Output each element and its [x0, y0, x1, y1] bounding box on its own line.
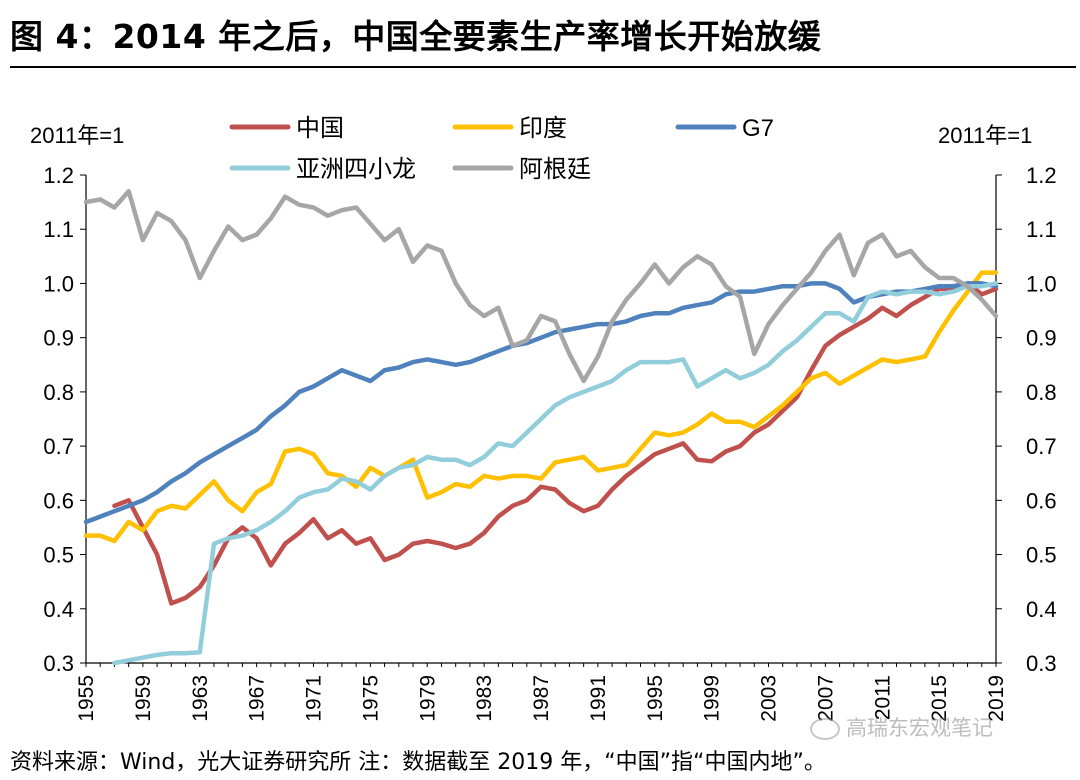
watermark: 高瑞东宏观笔记: [810, 712, 993, 742]
legend-label: 亚洲四小龙: [296, 156, 416, 183]
x-tick-label: 1991: [587, 675, 610, 722]
series-line: [112, 281, 999, 606]
right-y-tick-label: 1.2: [1026, 163, 1057, 188]
right-y-tick-label: 1.0: [1026, 271, 1057, 296]
title-rule: [10, 66, 1076, 68]
left-y-tick-label: 0.3: [43, 651, 74, 676]
legend-item: 亚洲四小龙: [229, 156, 416, 183]
x-tick-label: 2011: [871, 675, 894, 720]
left-y-tick-label: 0.6: [43, 488, 74, 513]
left-y-tick-label: 0.5: [43, 543, 74, 568]
figure-title: 图 4：2014 年之后，中国全要素生产率增长开始放缓: [10, 17, 822, 56]
line-chart: 0.3 0.3 0.4 0.4 0.5 0.5 0.6 0.6 0.7 0.7 0.8 0.8 0.9 0…: [30, 115, 1057, 722]
x-tick-label: 2015: [928, 675, 951, 722]
watermark-text: 高瑞东宏观笔记: [846, 716, 993, 740]
left-y-tick-label: 0.9: [43, 326, 74, 351]
left-y-tick-label: 1.0: [43, 271, 74, 296]
right-y-tick-label: 0.6: [1026, 488, 1057, 513]
right-axis-unit: 2011年=1: [938, 123, 1032, 148]
legend-item: 阿根廷: [452, 156, 591, 183]
right-y-tick-label: 0.3: [1026, 651, 1057, 676]
series-line: [83, 270, 999, 544]
x-tick-label: 2007: [814, 675, 837, 722]
series-line: [83, 281, 999, 525]
x-tick-label: 1987: [530, 675, 553, 722]
legend-item: G7: [675, 115, 774, 142]
x-tick-label: 1967: [246, 675, 269, 722]
right-y-tick-label: 1.1: [1026, 217, 1057, 242]
legend-item: 中国: [229, 115, 344, 142]
right-y-tick-label: 0.4: [1026, 597, 1057, 622]
legend-item: 印度: [452, 115, 567, 142]
left-y-tick-label: 0.4: [43, 597, 74, 622]
x-tick-label: 2019: [985, 675, 1008, 722]
right-y-tick-label: 0.7: [1026, 434, 1057, 459]
x-tick-label: 1963: [189, 675, 212, 722]
source-note: 资料来源：Wind，光大证券研究所 注：数据截至 2019 年，“中国”指“中国…: [10, 750, 826, 775]
left-y-tick-label: 0.7: [43, 434, 74, 459]
left-y-tick-label: 0.8: [43, 380, 74, 405]
right-y-tick-label: 0.5: [1026, 543, 1057, 568]
x-tick-label: 1999: [701, 675, 724, 722]
legend-label: 阿根廷: [519, 156, 591, 183]
left-y-tick-label: 1.2: [43, 163, 74, 188]
x-tick-label: 1975: [359, 675, 382, 722]
left-axis-unit: 2011年=1: [30, 123, 124, 148]
x-tick-label: 1959: [132, 675, 155, 722]
x-tick-label: 1955: [75, 675, 98, 722]
legend-label: 中国: [296, 115, 344, 142]
left-y-tick-label: 1.1: [43, 217, 74, 242]
right-y-tick-label: 0.9: [1026, 326, 1057, 351]
axes: 0.3 0.3 0.4 0.4 0.5 0.5 0.6 0.6 0.7 0.7 0.8 0.8 0.9 0…: [43, 163, 1056, 722]
legend-label: 印度: [519, 115, 567, 142]
x-tick-label: 1995: [644, 675, 667, 722]
wechat-icon: [810, 718, 840, 740]
x-tick-label: 1979: [416, 675, 439, 722]
legend: 中国 印度 G7 亚洲四小龙 阿根廷: [229, 115, 774, 183]
x-tick-label: 1983: [473, 675, 496, 722]
series-lines: [83, 189, 999, 666]
series-line: [112, 281, 999, 666]
series-line: [83, 189, 999, 384]
x-tick-label: 2003: [758, 675, 781, 722]
right-y-tick-label: 0.8: [1026, 380, 1057, 405]
legend-label: G7: [742, 115, 774, 142]
x-tick-label: 1971: [303, 675, 326, 722]
